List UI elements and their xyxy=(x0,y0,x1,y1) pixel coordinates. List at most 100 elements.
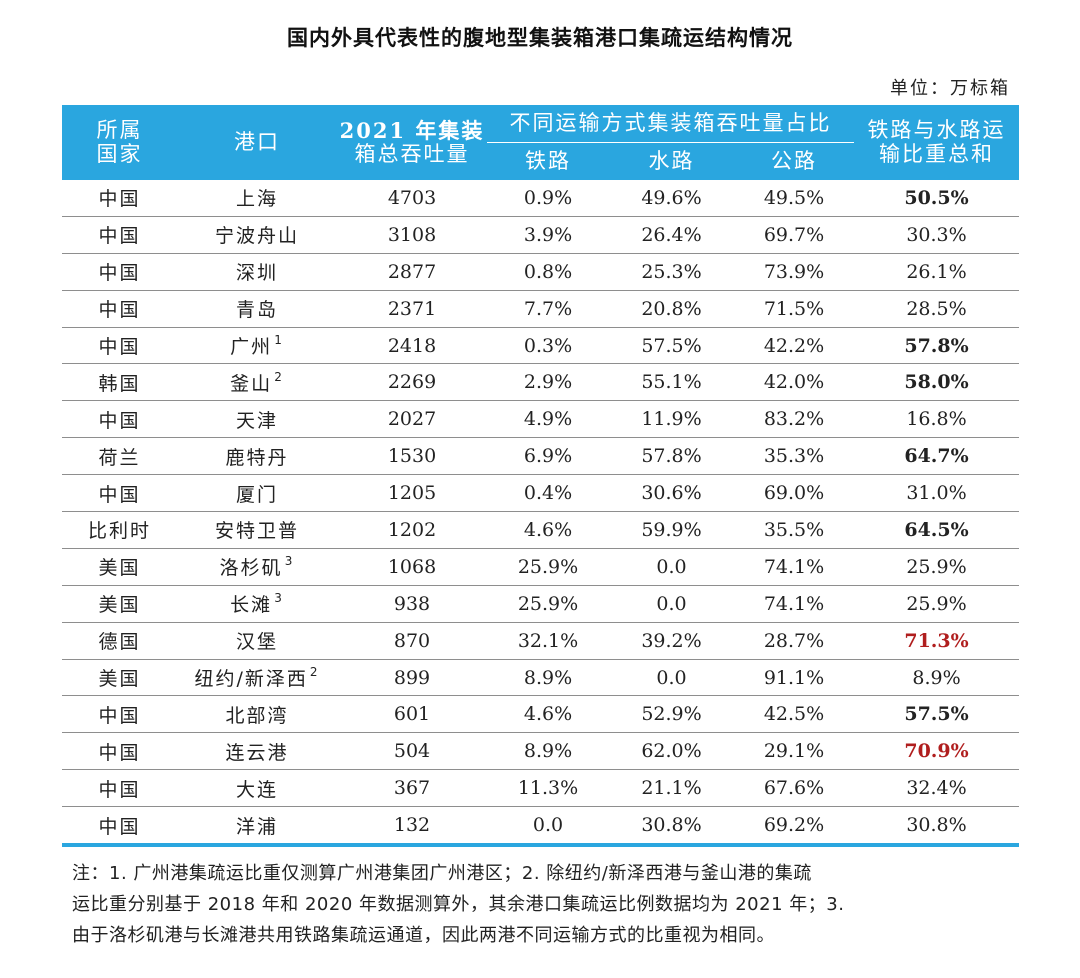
cell-rail: 0.0 xyxy=(487,806,609,848)
cell-rail-water-sum: 64.7% xyxy=(854,437,1020,476)
cell-rail-text: 8.9% xyxy=(523,740,573,763)
cell-rail-text: 25.9% xyxy=(517,592,579,615)
cell-country-text: 中国 xyxy=(98,483,141,506)
cell-throughput: 1202 xyxy=(337,511,487,549)
cell-road: 69.2% xyxy=(734,806,855,848)
table-row: 美国 洛杉矶 3 1068 25.9% 0.0 74.1% 25.9% xyxy=(62,548,1020,586)
cell-rail-text: 0.8% xyxy=(523,260,573,283)
cell-rail-water-sum-text: 25.9% xyxy=(906,555,967,578)
table-row: 中国 青岛 2371 7.7% 20.8% 71.5% 28.5% xyxy=(62,290,1020,328)
cell-rail-water-sum-text: 8.9% xyxy=(912,666,961,689)
cell-throughput: 2027 xyxy=(337,400,487,439)
cell-rail-water-sum: 16.8% xyxy=(854,400,1020,439)
cell-road: 29.1% xyxy=(734,732,855,771)
cell-rail-water-sum-text: 57.8% xyxy=(904,334,969,357)
cell-rail-water-sum: 8.9% xyxy=(854,659,1020,697)
cell-water-text: 49.6% xyxy=(641,186,702,209)
cell-rail-text: 32.1% xyxy=(517,629,579,652)
header-country-line1: 所属 xyxy=(96,118,143,143)
table-row: 中国 厦门 1205 0.4% 30.6% 69.0% 31.0% xyxy=(62,474,1020,513)
cell-port: 宁波舟山 xyxy=(177,216,337,254)
cell-country: 中国 xyxy=(62,474,177,513)
cell-water-text: 25.3% xyxy=(641,260,702,283)
cell-country-text: 中国 xyxy=(98,299,141,322)
cell-throughput: 367 xyxy=(337,769,487,808)
cell-country: 中国 xyxy=(62,769,177,808)
cell-water-text: 26.4% xyxy=(641,223,702,246)
cell-rail-water-sum: 57.5% xyxy=(854,695,1020,734)
cell-port: 连云港 xyxy=(177,732,337,771)
cell-throughput-text: 601 xyxy=(393,703,431,726)
cell-rail-water-sum-text: 64.7% xyxy=(904,445,969,468)
cell-throughput-text: 4703 xyxy=(387,186,437,209)
cell-rail: 4.6% xyxy=(487,695,609,734)
cell-port-text: 纽约/新泽西 xyxy=(194,668,308,691)
cell-road: 74.1% xyxy=(734,585,855,623)
cell-rail-text: 8.9% xyxy=(523,666,573,689)
cell-country: 中国 xyxy=(62,806,177,848)
cell-rail-water-sum: 58.0% xyxy=(854,363,1020,402)
table-row: 荷兰 鹿特丹 1530 6.9% 57.8% 35.3% 64.7% xyxy=(62,437,1020,476)
cell-country-text: 中国 xyxy=(98,741,141,764)
table-row: 中国 洋浦 132 0.0 30.8% 69.2% 30.8% xyxy=(62,806,1020,848)
cell-rail: 0.8% xyxy=(487,253,609,291)
cell-water: 49.6% xyxy=(609,180,734,217)
cell-rail-water-sum-text: 30.3% xyxy=(906,223,967,246)
header-mode-share-group: 不同运输方式集装箱吞吐量占比 xyxy=(487,105,855,143)
cell-throughput: 132 xyxy=(337,806,487,848)
cell-road-text: 49.5% xyxy=(763,186,825,209)
cell-rail: 2.9% xyxy=(487,363,609,402)
cell-water-text: 0.0 xyxy=(656,555,687,578)
cell-water-text: 0.0 xyxy=(656,592,687,615)
cell-water: 26.4% xyxy=(609,216,734,254)
port-structure-table: 所属 国家 港口 2021 年集装 箱总吞吐量 不同运输方式集装箱吞吐量占比 铁… xyxy=(62,105,1020,848)
cell-rail-water-sum: 28.5% xyxy=(854,290,1020,328)
cell-road-text: 83.2% xyxy=(763,408,825,431)
cell-rail: 8.9% xyxy=(487,732,609,771)
cell-road-text: 35.5% xyxy=(763,518,825,541)
header-throughput: 2021 年集装 箱总吞吐量 xyxy=(337,105,487,180)
cell-port-text: 广州 xyxy=(230,336,273,358)
cell-throughput: 3108 xyxy=(337,216,487,254)
table-title: 国内外具代表性的腹地型集装箱港口集疏运结构情况 xyxy=(287,26,793,50)
table-row: 比利时 安特卫普 1202 4.6% 59.9% 35.5% 64.5% xyxy=(62,511,1020,549)
cell-rail-text: 4.6% xyxy=(523,518,573,541)
cell-port: 青岛 xyxy=(177,290,337,328)
footnote-marker: 3 xyxy=(274,590,284,605)
cell-rail-water-sum: 57.8% xyxy=(854,327,1020,365)
cell-port-text: 连云港 xyxy=(225,741,289,764)
cell-port: 天津 xyxy=(177,400,337,439)
cell-road-text: 69.7% xyxy=(763,223,825,246)
cell-port-text: 大连 xyxy=(235,778,278,801)
cell-country-text: 中国 xyxy=(98,188,141,211)
cell-water-text: 39.2% xyxy=(641,629,702,652)
cell-throughput-text: 938 xyxy=(393,592,431,615)
cell-rail-water-sum: 50.5% xyxy=(854,180,1020,217)
cell-country-text: 中国 xyxy=(98,409,141,432)
cell-rail: 32.1% xyxy=(487,622,609,660)
cell-country: 中国 xyxy=(62,253,177,291)
cell-country: 中国 xyxy=(62,180,177,217)
cell-road-text: 73.9% xyxy=(763,260,825,283)
cell-road: 42.0% xyxy=(734,363,855,402)
cell-port: 长滩 3 xyxy=(177,585,337,623)
cell-rail-text: 0.9% xyxy=(523,186,573,209)
cell-water: 39.2% xyxy=(609,622,734,660)
cell-country-text: 中国 xyxy=(98,815,141,838)
footnote-marker: 1 xyxy=(274,332,284,347)
cell-country: 美国 xyxy=(62,548,177,586)
cell-road: 69.7% xyxy=(734,216,855,254)
cell-port-text: 洋浦 xyxy=(235,815,278,838)
cell-rail-water-sum-text: 71.3% xyxy=(904,629,969,652)
cell-rail-text: 7.7% xyxy=(523,297,573,320)
cell-rail-text: 0.3% xyxy=(523,334,573,357)
cell-port-text: 青岛 xyxy=(235,299,278,322)
cell-road-text: 71.5% xyxy=(763,297,825,320)
table-row: 中国 大连 367 11.3% 21.1% 67.6% 32.4% xyxy=(62,769,1020,808)
cell-rail-text: 6.9% xyxy=(523,445,573,468)
cell-throughput-text: 2027 xyxy=(387,408,437,431)
cell-water: 0.0 xyxy=(609,659,734,697)
cell-water: 57.8% xyxy=(609,437,734,476)
cell-water: 25.3% xyxy=(609,253,734,291)
cell-rail-text: 11.3% xyxy=(517,777,579,800)
